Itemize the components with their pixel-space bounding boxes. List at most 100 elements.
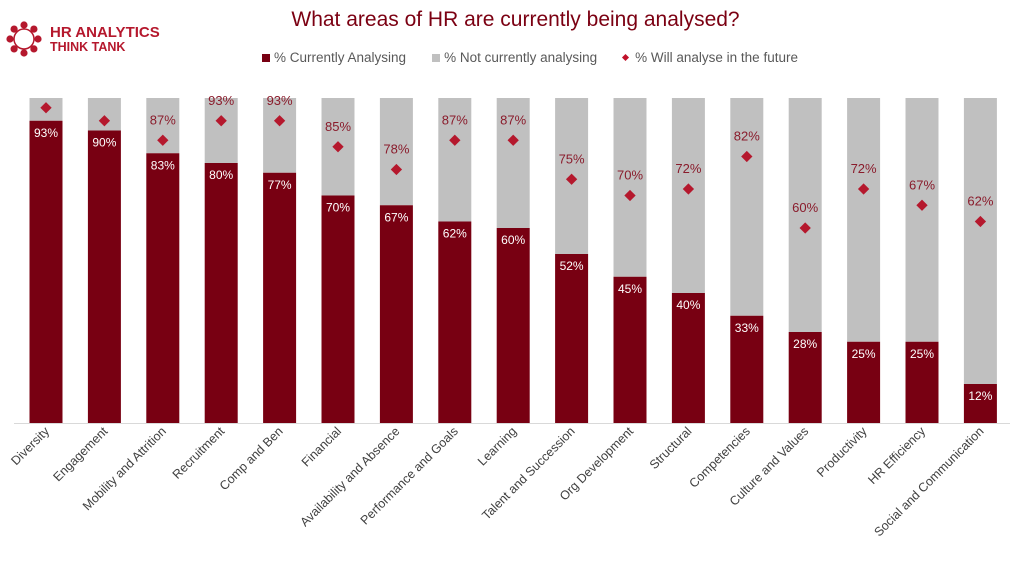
- logo-line1: HR ANALYTICS: [50, 24, 160, 41]
- data-label-future: 93%: [208, 93, 234, 108]
- marker-future: [624, 189, 636, 202]
- bar-not-current: [379, 98, 413, 206]
- data-label-future: 67%: [909, 177, 935, 192]
- legend: % Currently Analysing % Not currently an…: [262, 50, 798, 65]
- bar-current: [905, 341, 939, 423]
- legend-label: % Currently Analysing: [274, 50, 407, 65]
- category-label: Diversity: [8, 424, 52, 468]
- category-label: Learning: [475, 424, 519, 468]
- category-label: Performance and Goals: [358, 424, 461, 527]
- data-label-current: 52%: [560, 259, 584, 273]
- bar-current: [788, 332, 822, 423]
- data-label-future: 87%: [500, 112, 526, 127]
- category-label: Social and Communication: [871, 424, 986, 539]
- marker-future: [857, 183, 870, 195]
- data-label-future: 78%: [383, 142, 409, 157]
- data-label-future: 85%: [325, 119, 351, 134]
- data-label-current: 80%: [209, 168, 233, 182]
- bar-not-current: [963, 98, 997, 384]
- bar-current: [730, 315, 764, 423]
- marker-future: [332, 141, 344, 153]
- category-label: Productivity: [814, 424, 870, 480]
- legend-label: % Not currently analysing: [444, 50, 598, 65]
- category-label: Competencies: [687, 424, 753, 490]
- data-label-current: 25%: [852, 347, 876, 361]
- bar-current: [671, 293, 705, 423]
- bar-not-current: [204, 98, 238, 163]
- bar-current: [87, 130, 121, 423]
- marker-future: [682, 183, 695, 195]
- logo-network-icon: HR ANALYTICS THINK TANK: [6, 21, 160, 57]
- legend-item-not-current: % Not currently analysing: [432, 50, 597, 65]
- category-label: Structural: [647, 424, 695, 472]
- data-label-future: 72%: [675, 161, 701, 176]
- data-label-future: 75%: [559, 151, 585, 166]
- data-label-current: 67%: [384, 210, 408, 224]
- bar-current: [613, 276, 647, 423]
- data-label-current: 28%: [793, 337, 817, 351]
- bar-current: [263, 172, 297, 423]
- category-label: Recruitment: [170, 424, 228, 482]
- data-label-current: 40%: [676, 298, 700, 312]
- category-label: Engagement: [50, 424, 110, 484]
- bar-current: [204, 163, 238, 423]
- bar-not-current: [788, 98, 822, 332]
- marker-future: [157, 134, 169, 146]
- data-label-current: 33%: [735, 321, 759, 335]
- marker-future: [916, 199, 928, 211]
- marker-future: [390, 163, 403, 176]
- bar-not-current: [730, 98, 764, 316]
- chart-title: What areas of HR are currently being ana…: [291, 8, 740, 31]
- data-label-future: 82%: [734, 129, 760, 144]
- marker-future: [565, 173, 578, 185]
- category-label: HR Efficiency: [865, 424, 928, 487]
- data-label-future: 72%: [851, 161, 877, 176]
- data-label-current: 60%: [501, 233, 525, 247]
- data-label-current: 70%: [326, 201, 350, 215]
- bar-not-current: [438, 98, 472, 222]
- logo: HR ANALYTICS THINK TANK: [4, 18, 164, 60]
- data-label-current: 62%: [443, 227, 467, 241]
- bar-current: [847, 341, 881, 423]
- bar-current: [496, 228, 530, 423]
- legend-item-current: % Currently Analysing: [262, 50, 406, 65]
- marker-future: [974, 215, 987, 228]
- data-label-future: 62%: [967, 194, 993, 209]
- data-label-current: 77%: [268, 178, 292, 192]
- marker-future: [449, 134, 461, 146]
- legend-swatch: [432, 53, 441, 62]
- data-label-current: 90%: [92, 136, 116, 150]
- data-label-current: 45%: [618, 282, 642, 296]
- bar-not-current: [847, 98, 881, 342]
- bar-current: [555, 254, 589, 423]
- bar-not-current: [671, 98, 705, 293]
- legend-item-future: % Will analyse in the future: [622, 50, 798, 65]
- data-label-current: 12%: [968, 389, 992, 403]
- bar-not-current: [905, 98, 939, 342]
- bar-current: [29, 120, 63, 423]
- category-label: Comp and Ben: [217, 424, 286, 493]
- data-label-future: 60%: [792, 200, 818, 215]
- marker-future: [799, 222, 811, 234]
- category-label: Financial: [299, 424, 344, 469]
- bar-current: [379, 205, 413, 423]
- bar-not-current: [263, 98, 297, 173]
- bar-not-current: [496, 98, 530, 228]
- data-label-future: 87%: [150, 112, 176, 127]
- bar-current: [438, 221, 472, 423]
- legend-swatch: [262, 53, 270, 62]
- data-label-future: 87%: [442, 112, 468, 127]
- data-label-future: 70%: [617, 168, 643, 183]
- bar-current: [146, 153, 180, 423]
- bar-current: [321, 195, 355, 423]
- data-label-current: 93%: [34, 126, 58, 140]
- data-label-current: 25%: [910, 347, 934, 361]
- bar-current: [963, 384, 997, 423]
- category-label: Availability and Absence: [297, 424, 402, 529]
- data-label-current: 83%: [151, 158, 175, 172]
- marker-future: [741, 150, 753, 163]
- legend-label: % Will analyse in the future: [635, 50, 798, 65]
- logo-line2: THINK TANK: [50, 40, 125, 54]
